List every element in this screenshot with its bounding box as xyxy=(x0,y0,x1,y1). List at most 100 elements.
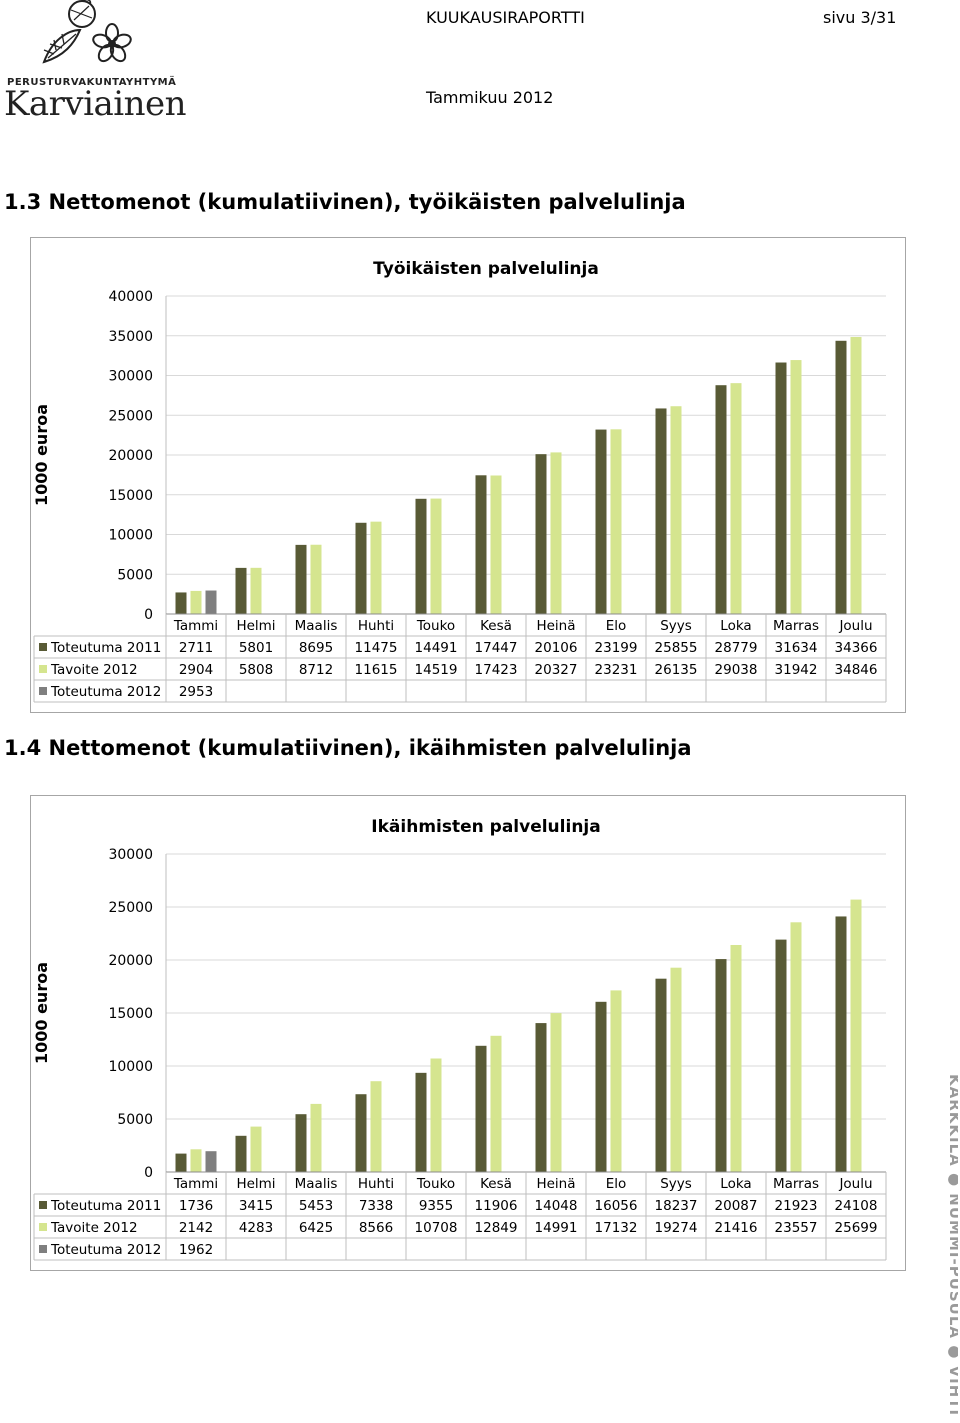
category-label: Tammi xyxy=(173,1176,218,1192)
bar-tavoite-2012-elo xyxy=(610,990,622,1172)
bar-tavoite-2012-marras xyxy=(790,922,802,1172)
legend-label: Toteutuma 2011 xyxy=(50,640,161,656)
category-label: Elo xyxy=(606,618,627,634)
table-value: 20087 xyxy=(715,1198,758,1214)
legend-swatch xyxy=(39,1245,47,1253)
table-value: 17423 xyxy=(475,662,518,678)
table-value: 19274 xyxy=(655,1220,698,1236)
chart-tyoikaisten-svg: Työikäisten palvelulinja 1000 euroa 0 5000 1… xyxy=(32,259,887,703)
bar-tavoite-2012-joulu xyxy=(850,899,862,1172)
bar-toteutuma-2011-tammi xyxy=(175,592,187,614)
category-label: Huhti xyxy=(358,618,394,634)
table-value: 2711 xyxy=(179,640,213,656)
table-value: 3415 xyxy=(239,1198,273,1214)
table-value: 7338 xyxy=(359,1198,393,1214)
report-date: Tammikuu 2012 xyxy=(426,88,554,107)
table-value: 10708 xyxy=(415,1220,458,1236)
y-tick-label: 15000 xyxy=(108,488,153,504)
section-title-1-3: 1.3 Nettomenot (kumulatiivinen), työikäi… xyxy=(4,190,686,214)
bar-toteutuma-2011-maalis xyxy=(295,544,307,614)
bar-toteutuma-2011-tammi xyxy=(175,1153,187,1172)
y-axis-label: 1000 euroa xyxy=(32,962,51,1064)
bar-tavoite-2012-tammi xyxy=(190,590,202,614)
table-value: 26135 xyxy=(655,662,698,678)
y-tick-label: 25000 xyxy=(108,900,153,916)
bar-toteutuma-2011-kesä xyxy=(475,1045,487,1172)
category-label: Maalis xyxy=(295,618,338,634)
table-value: 6425 xyxy=(299,1220,333,1236)
category-label: Helmi xyxy=(236,1176,275,1192)
y-tick-label: 10000 xyxy=(108,528,153,544)
category-label: Marras xyxy=(773,618,819,634)
table-value: 5808 xyxy=(239,662,273,678)
y-tick-label: 35000 xyxy=(108,329,153,345)
table-value: 11615 xyxy=(355,662,398,678)
bar-tavoite-2012-helmi xyxy=(250,1126,262,1172)
section-title-1-4: 1.4 Nettomenot (kumulatiivinen), ikäihmi… xyxy=(4,736,692,760)
y-tick-label: 30000 xyxy=(108,847,153,863)
category-label: Syys xyxy=(660,1176,692,1192)
bar-toteutuma-2011-heinä xyxy=(535,454,547,614)
bar-tavoite-2012-huhti xyxy=(370,1081,382,1172)
legend-swatch xyxy=(39,1223,47,1231)
bar-toteutuma-2011-heinä xyxy=(535,1023,547,1172)
table-value: 34846 xyxy=(835,662,878,678)
table-value: 25699 xyxy=(835,1220,878,1236)
category-label: Heinä xyxy=(536,618,575,634)
bar-toteutuma-2011-touko xyxy=(415,498,427,614)
category-label: Joulu xyxy=(838,1176,872,1192)
table-value: 20106 xyxy=(535,640,578,656)
bar-toteutuma-2011-touko xyxy=(415,1072,427,1172)
category-label: Helmi xyxy=(236,618,275,634)
bar-toteutuma-2011-helmi xyxy=(235,567,247,614)
table-value: 31942 xyxy=(775,662,818,678)
y-tick-label: 20000 xyxy=(108,953,153,969)
bar-tavoite-2012-maalis xyxy=(310,544,322,614)
gooseberry-flower-icon xyxy=(42,0,132,64)
bar-toteutuma-2011-kesä xyxy=(475,475,487,614)
page-number: sivu 3/31 xyxy=(823,8,897,27)
bar-tavoite-2012-maalis xyxy=(310,1103,322,1172)
bar-tavoite-2012-loka xyxy=(730,383,742,614)
bar-toteutuma-2011-loka xyxy=(715,959,727,1172)
table-value: 14491 xyxy=(415,640,458,656)
y-tick-label: 40000 xyxy=(108,289,153,305)
y-tick-label: 15000 xyxy=(108,1006,153,1022)
table-value: 4283 xyxy=(239,1220,273,1236)
bar-tavoite-2012-syys xyxy=(670,967,682,1172)
legend-label: Toteutuma 2011 xyxy=(50,1198,161,1214)
table-value: 11475 xyxy=(355,640,398,656)
table-value: 9355 xyxy=(419,1198,453,1214)
table-value: 23199 xyxy=(595,640,638,656)
category-label: Tammi xyxy=(173,618,218,634)
table-value: 20327 xyxy=(535,662,578,678)
table-value: 5801 xyxy=(239,640,273,656)
table-value: 34366 xyxy=(835,640,878,656)
bar-toteutuma-2011-marras xyxy=(775,362,787,614)
bar-toteutuma-2012-tammi xyxy=(205,590,217,614)
table-value: 23557 xyxy=(775,1220,818,1236)
table-value: 5453 xyxy=(299,1198,333,1214)
category-label: Elo xyxy=(606,1176,627,1192)
chart-tyoikaisten: Työikäisten palvelulinja 1000 euroa 0 5000 1… xyxy=(30,237,906,713)
bar-toteutuma-2011-huhti xyxy=(355,522,367,614)
table-value: 14519 xyxy=(415,662,458,678)
category-label: Touko xyxy=(416,618,455,634)
table-value: 8695 xyxy=(299,640,333,656)
legend-label: Tavoite 2012 xyxy=(50,662,138,678)
table-value: 28779 xyxy=(715,640,758,656)
table-value: 14048 xyxy=(535,1198,578,1214)
bar-tavoite-2012-joulu xyxy=(850,336,862,614)
karviainen-logo xyxy=(4,0,174,128)
legend-label: Tavoite 2012 xyxy=(50,1220,138,1236)
table-value: 16056 xyxy=(595,1198,638,1214)
bar-tavoite-2012-helmi xyxy=(250,567,262,614)
chart-ikaihmisten: Ikäihmisten palvelulinja 1000 euroa 0 5000 1… xyxy=(30,795,906,1271)
bar-tavoite-2012-marras xyxy=(790,360,802,614)
legend-swatch xyxy=(39,643,47,651)
bar-toteutuma-2011-helmi xyxy=(235,1135,247,1172)
bar-tavoite-2012-huhti xyxy=(370,521,382,614)
table-value: 17132 xyxy=(595,1220,638,1236)
chart-title: Työikäisten palvelulinja xyxy=(373,259,599,279)
side-municipalities-text: KARKKILA ● NUMMI-PUSULA ● VIHTI xyxy=(946,1074,958,1416)
